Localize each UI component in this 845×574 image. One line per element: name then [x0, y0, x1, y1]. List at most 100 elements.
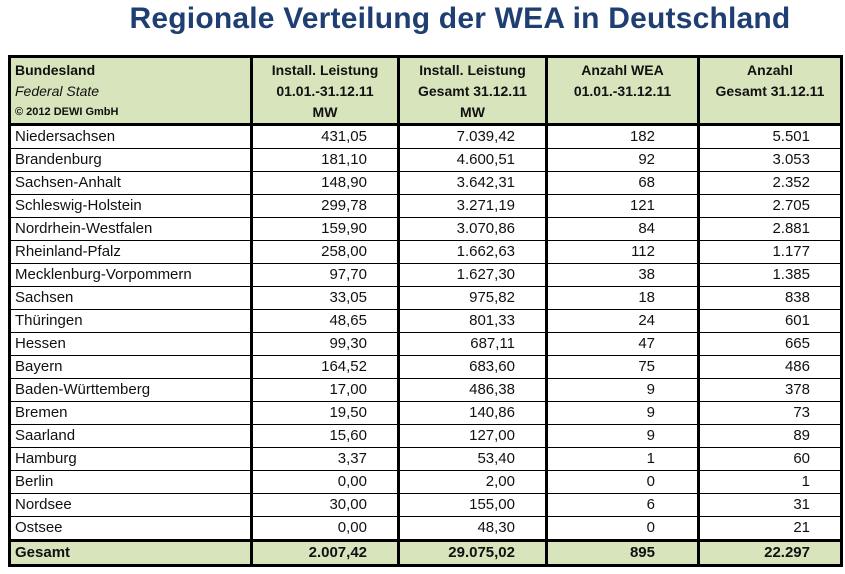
- header-unit: MW: [460, 104, 485, 120]
- install-total-cell: 7.039,42: [397, 124, 548, 149]
- install-total-cell: 1.627,30: [397, 263, 548, 287]
- install-year-cell: 48,65: [250, 309, 400, 333]
- install-total-cell: 4.600,51: [397, 148, 548, 172]
- count-year-cell: 68: [545, 171, 700, 195]
- state-name-cell: Saarland: [8, 424, 253, 448]
- table-row: Hessen 99,30 687,11 47 665: [8, 332, 843, 356]
- count-total-cell: 60: [697, 447, 843, 471]
- install-total-cell: 140,86: [397, 401, 548, 425]
- table-row: Berlin 0,00 2,00 0 1: [8, 470, 843, 494]
- header-period: Gesamt 31.12.11: [418, 83, 527, 99]
- state-name-cell: Niedersachsen: [8, 124, 253, 149]
- table-row: Sachsen 33,05 975,82 18 838: [8, 286, 843, 310]
- table-row: Sachsen-Anhalt 148,90 3.642,31 68 2.352: [8, 171, 843, 195]
- install-year-cell: 3,37: [250, 447, 400, 471]
- count-year-cell: 75: [545, 355, 700, 379]
- count-year-cell: 6: [545, 493, 700, 517]
- state-name-cell: Bayern: [8, 355, 253, 379]
- count-total-cell: 2.352: [697, 171, 843, 195]
- install-total-cell: 127,00: [397, 424, 548, 448]
- install-total-cell: 155,00: [397, 493, 548, 517]
- install-year-cell: 181,10: [250, 148, 400, 172]
- install-year-cell: 17,00: [250, 378, 400, 402]
- install-total-cell: 3.642,31: [397, 171, 548, 195]
- header-bundesland: Bundesland Federal State © 2012 DEWI Gmb…: [8, 56, 253, 126]
- count-total-cell: 73: [697, 401, 843, 425]
- install-year-cell: 258,00: [250, 240, 400, 264]
- install-year-cell: 15,60: [250, 424, 400, 448]
- count-total-cell: 2.705: [697, 194, 843, 218]
- install-year-cell: 431,05: [250, 124, 400, 149]
- count-total-cell: 1.385: [697, 263, 843, 287]
- state-name-cell: Baden-Württemberg: [8, 378, 253, 402]
- header-label: Install. Leistung: [419, 62, 526, 78]
- copyright: © 2012 DEWI GmbH: [15, 106, 119, 118]
- header-count-total: Anzahl Gesamt 31.12.11: [697, 56, 843, 126]
- count-total-cell: 378: [697, 378, 843, 402]
- count-year-cell: 895: [545, 539, 700, 566]
- header-label: Anzahl WEA: [581, 62, 664, 78]
- table-row: Saarland 15,60 127,00 9 89: [8, 424, 843, 448]
- install-year-cell: 0,00: [250, 470, 400, 494]
- header-unit: MW: [312, 104, 338, 120]
- install-year-cell: 97,70: [250, 263, 400, 287]
- count-year-cell: 9: [545, 401, 700, 425]
- install-total-cell: 29.075,02: [397, 539, 548, 566]
- count-total-cell: 665: [697, 332, 843, 356]
- install-total-cell: 3.070,86: [397, 217, 548, 241]
- table-row: Ostsee 0,00 48,30 0 21: [8, 516, 843, 541]
- header-period: 01.01.-31.12.11: [276, 83, 374, 99]
- install-year-cell: 159,90: [250, 217, 400, 241]
- table-row: Thüringen 48,65 801,33 24 601: [8, 309, 843, 333]
- install-total-cell: 48,30: [397, 516, 548, 541]
- state-name-cell: Berlin: [8, 470, 253, 494]
- state-name-cell: Schleswig-Holstein: [8, 194, 253, 218]
- install-year-cell: 30,00: [250, 493, 400, 517]
- install-year-cell: 33,05: [250, 286, 400, 310]
- table-row: Brandenburg 181,10 4.600,51 92 3.053: [8, 148, 843, 172]
- install-year-cell: 19,50: [250, 401, 400, 425]
- table-row: Nordrhein-Westfalen 159,90 3.070,86 84 2.881: [8, 217, 843, 241]
- state-name-cell: Gesamt: [8, 539, 253, 566]
- count-total-cell: 486: [697, 355, 843, 379]
- count-total-cell: 31: [697, 493, 843, 517]
- header-install-year: Install. Leistung 01.01.-31.12.11 MW: [250, 56, 400, 126]
- install-total-cell: 1.662,63: [397, 240, 548, 264]
- count-year-cell: 9: [545, 378, 700, 402]
- count-total-cell: 5.501: [697, 124, 843, 149]
- header-row: Bundesland Federal State © 2012 DEWI Gmb…: [8, 56, 843, 126]
- table-row: Bayern 164,52 683,60 75 486: [8, 355, 843, 379]
- install-total-cell: 486,38: [397, 378, 548, 402]
- count-year-cell: 47: [545, 332, 700, 356]
- header-label: Anzahl: [747, 62, 793, 78]
- count-year-cell: 1: [545, 447, 700, 471]
- table-row: Bremen 19,50 140,86 9 73: [8, 401, 843, 425]
- count-year-cell: 9: [545, 424, 700, 448]
- install-total-cell: 3.271,19: [397, 194, 548, 218]
- count-year-cell: 92: [545, 148, 700, 172]
- install-total-cell: 801,33: [397, 309, 548, 333]
- install-total-cell: 687,11: [397, 332, 548, 356]
- count-year-cell: 112: [545, 240, 700, 264]
- table-row: Baden-Württemberg 17,00 486,38 9 378: [8, 378, 843, 402]
- count-year-cell: 0: [545, 516, 700, 541]
- count-total-cell: 1: [697, 470, 843, 494]
- count-total-cell: 21: [697, 516, 843, 541]
- count-year-cell: 84: [545, 217, 700, 241]
- state-name-cell: Rheinland-Pfalz: [8, 240, 253, 264]
- install-total-cell: 2,00: [397, 470, 548, 494]
- count-year-cell: 0: [545, 470, 700, 494]
- header-period: Gesamt 31.12.11: [715, 83, 825, 99]
- table-row: Mecklenburg-Vorpommern 97,70 1.627,30 38 1.3…: [8, 263, 843, 287]
- count-total-cell: 3.053: [697, 148, 843, 172]
- table-row: Nordsee 30,00 155,00 6 31: [8, 493, 843, 517]
- install-year-cell: 99,30: [250, 332, 400, 356]
- count-year-cell: 24: [545, 309, 700, 333]
- count-year-cell: 38: [545, 263, 700, 287]
- state-name-cell: Hessen: [8, 332, 253, 356]
- count-total-cell: 838: [697, 286, 843, 310]
- header-install-total: Install. Leistung Gesamt 31.12.11 MW: [397, 56, 548, 126]
- state-name-cell: Ostsee: [8, 516, 253, 541]
- state-name-cell: Bremen: [8, 401, 253, 425]
- count-year-cell: 182: [545, 124, 700, 149]
